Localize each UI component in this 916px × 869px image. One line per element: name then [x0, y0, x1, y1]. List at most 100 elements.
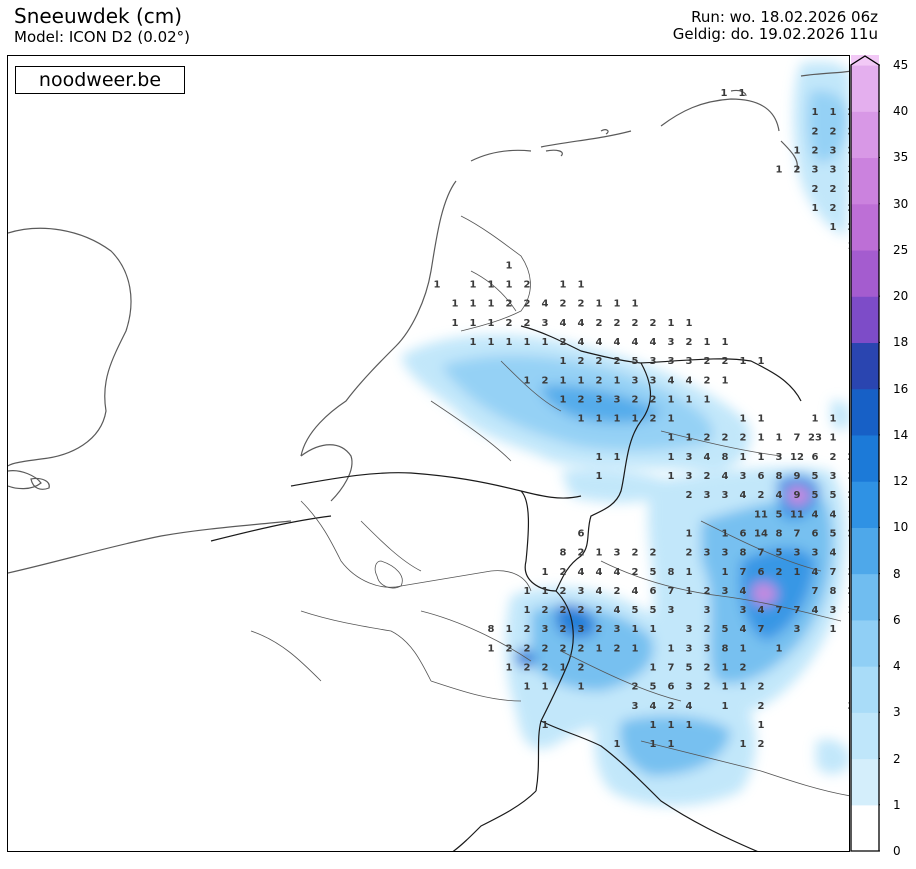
legend-tick-label: 30 — [893, 196, 909, 211]
snow-depth-value: 4 — [740, 586, 747, 597]
snow-depth-value: 7 — [758, 548, 765, 559]
snow-depth-value: 2 — [524, 299, 531, 310]
snow-depth-value: 5 — [686, 663, 693, 674]
snow-depth-value: 5 — [812, 490, 819, 501]
snow-depth-value: 4 — [650, 337, 657, 348]
snow-depth-value: 3 — [740, 605, 747, 616]
snow-depth-value: 11 — [754, 509, 768, 520]
run-time: Run: wo. 18.02.2026 06z — [691, 8, 878, 26]
snow-depth-value: 2 — [614, 643, 621, 654]
snow-depth-value: 2 — [704, 624, 711, 635]
snow-depth-value: 1 — [632, 624, 639, 635]
snow-depth-value: 1 — [668, 452, 675, 463]
map-title: Sneeuwdek (cm) — [14, 4, 183, 28]
snow-depth-value: 3 — [686, 356, 693, 367]
snow-depth-value: 4 — [740, 490, 747, 501]
snow-depth-value: 2 — [848, 145, 850, 156]
snow-depth-value: 1 — [740, 414, 747, 425]
snow-depth-value: 1 — [668, 471, 675, 482]
snow-depth-value: 3 — [848, 165, 850, 176]
snow-depth-value: 4 — [704, 452, 711, 463]
snow-depth-value: 3 — [668, 605, 675, 616]
snow-depth-value: 5 — [812, 471, 819, 482]
snow-depth-value: 9 — [794, 490, 801, 501]
legend-swatch — [851, 712, 879, 760]
snow-depth-value: 4 — [722, 471, 729, 482]
snow-depth-value: 2 — [848, 528, 850, 539]
snow-depth-value: 1 — [560, 280, 567, 291]
snow-depth-value: 2 — [614, 356, 621, 367]
snow-depth-value: 8 — [488, 624, 495, 635]
snow-depth-value: 2 — [560, 643, 567, 654]
snow-depth-value: 2 — [578, 605, 585, 616]
legend-tick-label: 45 — [893, 58, 909, 72]
snow-depth-value: 1 — [848, 241, 850, 252]
snow-depth-value: 1 — [470, 299, 477, 310]
snow-depth-value: 2 — [758, 739, 765, 750]
snow-depth-value: 5 — [650, 605, 657, 616]
snow-depth-value: 4 — [740, 624, 747, 635]
snow-depth-value: 12 — [790, 452, 804, 463]
snow-depth-value: 2 — [704, 471, 711, 482]
snow-depth-value: 9 — [794, 471, 801, 482]
snow-depth-value: 2 — [704, 682, 711, 693]
snow-depth-value: 3 — [668, 337, 675, 348]
snow-depth-value: 5 — [650, 567, 657, 578]
snow-depth-value: 6 — [812, 452, 819, 463]
snow-depth-value: 5 — [830, 490, 837, 501]
snow-depth-value: 1 — [506, 337, 513, 348]
snow-depth-value: 1 — [830, 414, 837, 425]
legend-swatch — [851, 296, 879, 344]
snow-depth-value: 2 — [812, 184, 819, 195]
snow-depth-value: 1 — [722, 528, 729, 539]
snow-depth-value: 4 — [614, 567, 621, 578]
snow-depth-value: 2 — [560, 605, 567, 616]
snow-depth-value: 6 — [758, 471, 765, 482]
snow-depth-value: 1 — [650, 739, 657, 750]
snow-depth-value: 1 — [488, 337, 495, 348]
legend-swatch — [851, 481, 879, 528]
snow-depth-value: 1 — [668, 739, 675, 750]
snow-depth-value: 2 — [614, 586, 621, 597]
snow-depth-value: 7 — [668, 586, 675, 597]
snow-depth-value: 4 — [686, 375, 693, 386]
snow-depth-value: 1 — [686, 567, 693, 578]
map-panel[interactable]: 1111222212321233322212212111111211111224… — [7, 55, 850, 852]
snow-depth-value: 1 — [776, 165, 783, 176]
snow-depth-value: 2 — [542, 605, 549, 616]
snow-depth-value: 3 — [542, 624, 549, 635]
snow-depth-value: 2 — [704, 356, 711, 367]
legend-swatch — [851, 527, 879, 575]
snow-depth-value: 3 — [722, 586, 729, 597]
snow-depth-value: 5 — [776, 548, 783, 559]
country-border-layer — [210, 325, 802, 851]
snow-depth-value: 3 — [848, 567, 850, 578]
snow-depth-value: 3 — [704, 643, 711, 654]
snow-depth-value: 1 — [560, 356, 567, 367]
snow-depth-value: 1 — [686, 318, 693, 329]
snow-depth-value: 3 — [776, 452, 783, 463]
snow-depth-value: 1 — [740, 643, 747, 654]
legend-tick-label: 3 — [893, 705, 901, 720]
snow-depth-value: 7 — [794, 605, 801, 616]
snow-depth-value: 1 — [758, 452, 765, 463]
snow-depth-value: 2 — [704, 586, 711, 597]
snow-depth-value: 1 — [542, 682, 549, 693]
snow-depth-value: 1 — [596, 299, 603, 310]
snow-depth-value: 2 — [758, 682, 765, 693]
snow-depth-value: 1 — [650, 624, 657, 635]
snow-depth-value: 1 — [794, 145, 801, 156]
snow-depth-value: 3 — [614, 624, 621, 635]
snow-depth-value: 1 — [686, 433, 693, 444]
legend-swatch — [851, 65, 879, 112]
snow-depth-value: 3 — [614, 548, 621, 559]
snow-depth-value: 2 — [848, 586, 850, 597]
snow-depth-value: 3 — [812, 548, 819, 559]
snow-depth-value: 2 — [650, 414, 657, 425]
snow-depth-value: 4 — [668, 375, 675, 386]
snow-depth-value: 8 — [722, 643, 729, 654]
legend-swatch — [851, 573, 879, 621]
snow-depth-value: 3 — [740, 471, 747, 482]
snow-depth-value: 6 — [650, 586, 657, 597]
snow-depth-value: 4 — [596, 567, 603, 578]
